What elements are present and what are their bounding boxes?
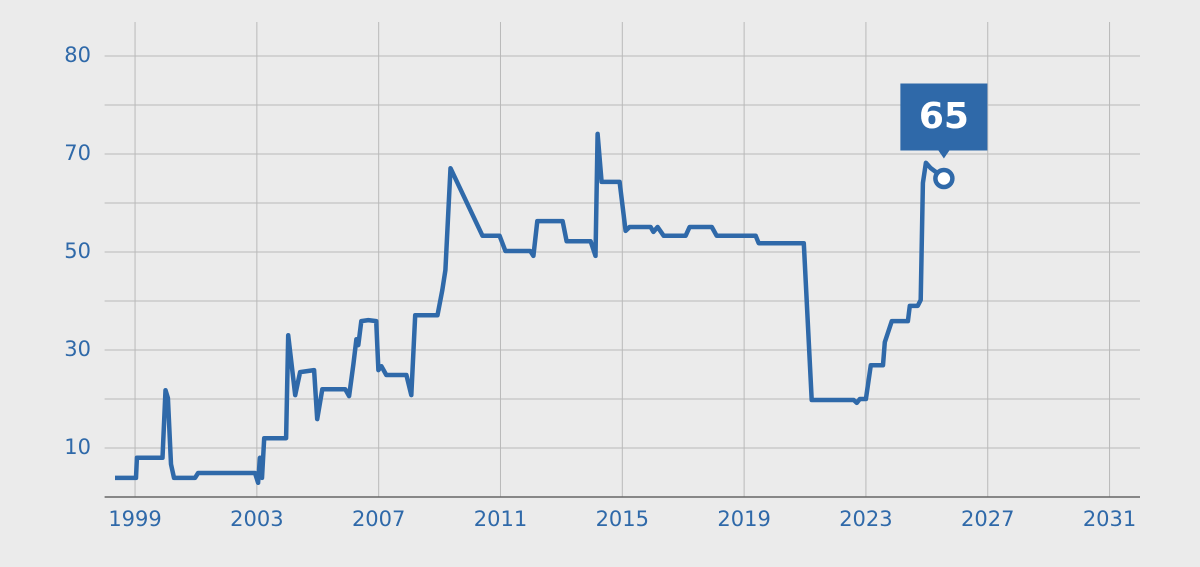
y-tick-label: 30 (64, 337, 91, 361)
x-tick-label: 2027 (961, 507, 1014, 531)
y-tick-label: 80 (64, 43, 91, 67)
callout-label: 65 (919, 96, 969, 137)
y-tick-label: 70 (64, 141, 91, 165)
x-tick-label: 2023 (839, 507, 892, 531)
x-tick-label: 2011 (474, 507, 527, 531)
x-tick-label: 2003 (230, 507, 283, 531)
last-point (933, 167, 955, 190)
x-tick-label: 2019 (717, 507, 770, 531)
y-tick-label: 50 (64, 239, 91, 263)
y-tick-label: 10 (64, 435, 91, 459)
x-tick-label: 1999 (108, 507, 161, 531)
callout-box (900, 83, 988, 159)
x-tick-label: 2031 (1083, 507, 1136, 531)
x-tick-label: 2015 (596, 507, 649, 531)
data-line (115, 131, 946, 486)
x-tick-label: 2007 (352, 507, 405, 531)
